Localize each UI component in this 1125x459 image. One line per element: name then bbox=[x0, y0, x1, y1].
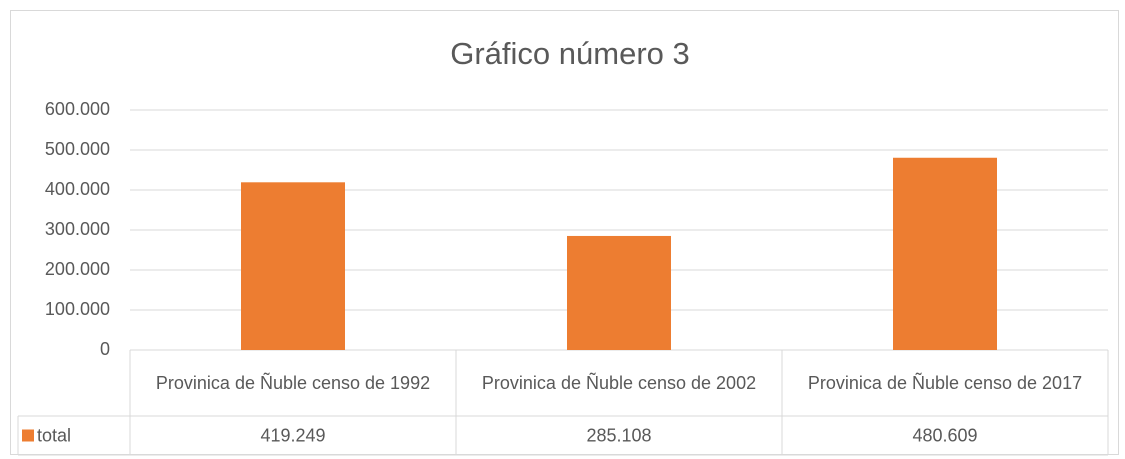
x-tick-label: Provinica de Ñuble censo de 2002 bbox=[481, 372, 757, 393]
y-tick-label: 0 bbox=[100, 339, 110, 359]
y-tick-label: 600.000 bbox=[45, 99, 110, 119]
x-tick-label-box: Provinica de Ñuble censo de 2002 bbox=[481, 372, 757, 393]
y-tick-label: 200.000 bbox=[45, 259, 110, 279]
chart-title: Gráfico número 3 bbox=[450, 36, 690, 71]
y-tick-label: 300.000 bbox=[45, 219, 110, 239]
x-tick-label-box: Provinica de Ñuble censo de 1992 bbox=[155, 372, 431, 393]
x-tick-label-box: Provinica de Ñuble censo de 2017 bbox=[807, 372, 1083, 393]
x-tick-label: Provinica de Ñuble censo de 1992 bbox=[155, 372, 431, 393]
data-label: 419.249 bbox=[260, 425, 325, 445]
bar bbox=[241, 182, 345, 350]
x-tick-label: Provinica de Ñuble censo de 2017 bbox=[807, 372, 1083, 393]
y-tick-label: 400.000 bbox=[45, 179, 110, 199]
data-label: 285.108 bbox=[586, 425, 651, 445]
y-tick-label: 100.000 bbox=[45, 299, 110, 319]
bar bbox=[567, 235, 671, 350]
y-tick-label: 500.000 bbox=[45, 139, 110, 159]
data-label: 480.609 bbox=[912, 425, 977, 445]
bar bbox=[893, 157, 997, 350]
legend-label: total bbox=[37, 425, 71, 445]
legend-swatch bbox=[22, 429, 34, 442]
